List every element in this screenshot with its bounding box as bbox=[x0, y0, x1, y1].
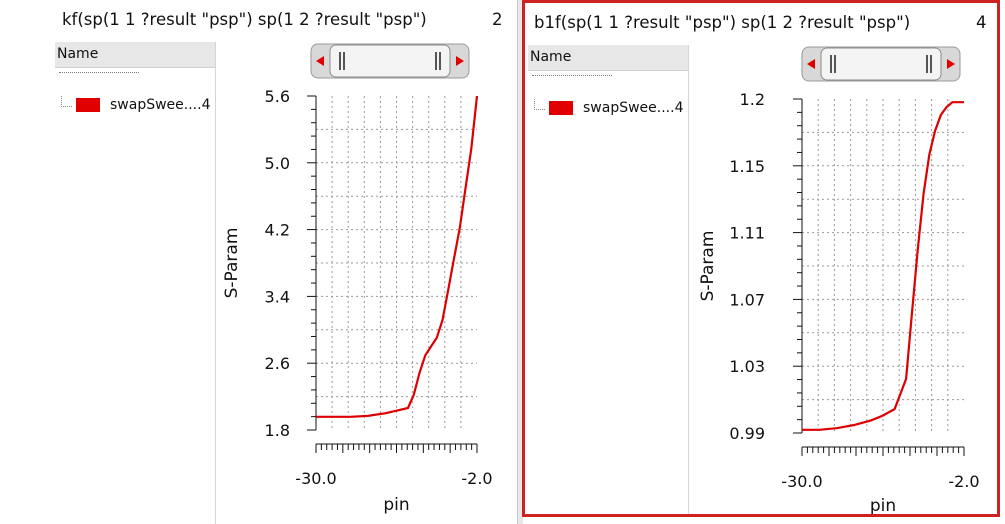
y-axis-label: S-Param bbox=[222, 228, 242, 299]
y-tick-label: 4.2 bbox=[265, 221, 290, 240]
subwindow-number: 2 bbox=[492, 10, 503, 29]
subwindow-left[interactable]: kf(sp(1 1 ?result "psp") sp(1 2 ?result … bbox=[0, 0, 517, 524]
subwindow-number: 4 bbox=[976, 13, 987, 32]
scroller-left-grip-icon[interactable] bbox=[830, 55, 836, 73]
legend-item-trace[interactable]: swapSwee....4 bbox=[534, 98, 684, 116]
legend-separator bbox=[532, 75, 612, 82]
scroller-right-grip-icon[interactable] bbox=[435, 52, 441, 70]
y-tick-label: 5.0 bbox=[265, 154, 290, 173]
zoom-scroller[interactable] bbox=[801, 45, 961, 83]
y-tick-label: 1.07 bbox=[729, 290, 765, 309]
series-line bbox=[802, 101, 964, 431]
scroller-left-grip-icon[interactable] bbox=[339, 52, 345, 70]
y-tick-label: 3.4 bbox=[265, 287, 290, 306]
scroll-right-arrow-icon[interactable] bbox=[456, 56, 464, 66]
subwindow-right-selected[interactable]: b1f(sp(1 1 ?result "psp") sp(1 2 ?result… bbox=[522, 0, 1000, 517]
scroll-left-arrow-icon[interactable] bbox=[316, 56, 324, 66]
y-tick-label: 2.6 bbox=[265, 354, 290, 373]
x-axis-label: pin bbox=[383, 495, 409, 515]
subwindow-title: b1f(sp(1 1 ?result "psp") sp(1 2 ?result… bbox=[534, 13, 911, 32]
plot-area[interactable]: 5.6 5.0 4.2 3.4 2.6 1.8 -30.0 -2.0 S-Param pin bbox=[0, 0, 517, 524]
series-line bbox=[316, 95, 479, 418]
legend-column-header[interactable]: Name bbox=[528, 45, 688, 71]
x-tick-label: -2.0 bbox=[461, 469, 492, 488]
y-tick-label: 1.11 bbox=[729, 224, 765, 243]
x-tick-label: -30.0 bbox=[295, 469, 336, 488]
scroller-right-grip-icon[interactable] bbox=[926, 55, 932, 73]
pane-divider[interactable] bbox=[517, 0, 523, 524]
x-tick-label: -30.0 bbox=[781, 472, 822, 491]
y-axis-label: S-Param bbox=[698, 231, 718, 302]
y-tick-label: 1.2 bbox=[740, 90, 765, 109]
scroll-right-arrow-icon[interactable] bbox=[947, 59, 955, 69]
y-tick-label: 0.99 bbox=[729, 424, 765, 443]
tree-connector-icon bbox=[534, 98, 545, 110]
y-tick-label: 1.03 bbox=[729, 357, 765, 376]
x-axis-label: pin bbox=[870, 496, 896, 514]
legend-item-trace[interactable]: swapSwee....4 bbox=[61, 95, 211, 113]
legend-column-header[interactable]: Name bbox=[55, 42, 215, 68]
legend-panel: Name swapSwee....4 bbox=[528, 45, 689, 514]
plot-area[interactable]: 1.2 1.15 1.11 1.07 1.03 0.99 -30.0 -2.0 S-Param p… bbox=[525, 3, 997, 514]
y-tick-label: 1.8 bbox=[265, 421, 290, 440]
trace-color-swatch bbox=[76, 98, 100, 112]
x-tick-label: -2.0 bbox=[948, 472, 979, 491]
scroll-left-arrow-icon[interactable] bbox=[807, 59, 815, 69]
y-tick-label: 1.15 bbox=[729, 157, 765, 176]
trace-color-swatch bbox=[549, 101, 573, 115]
tree-connector-icon bbox=[61, 95, 72, 107]
legend-item-label: swapSwee....4 bbox=[110, 97, 211, 113]
legend-separator bbox=[59, 72, 139, 79]
legend-item-label: swapSwee....4 bbox=[583, 100, 684, 116]
zoom-scroller[interactable] bbox=[310, 42, 470, 80]
y-tick-label: 5.6 bbox=[265, 87, 290, 106]
subwindow-title: kf(sp(1 1 ?result "psp") sp(1 2 ?result … bbox=[62, 10, 427, 29]
legend-panel: Name swapSwee....4 bbox=[55, 42, 216, 524]
